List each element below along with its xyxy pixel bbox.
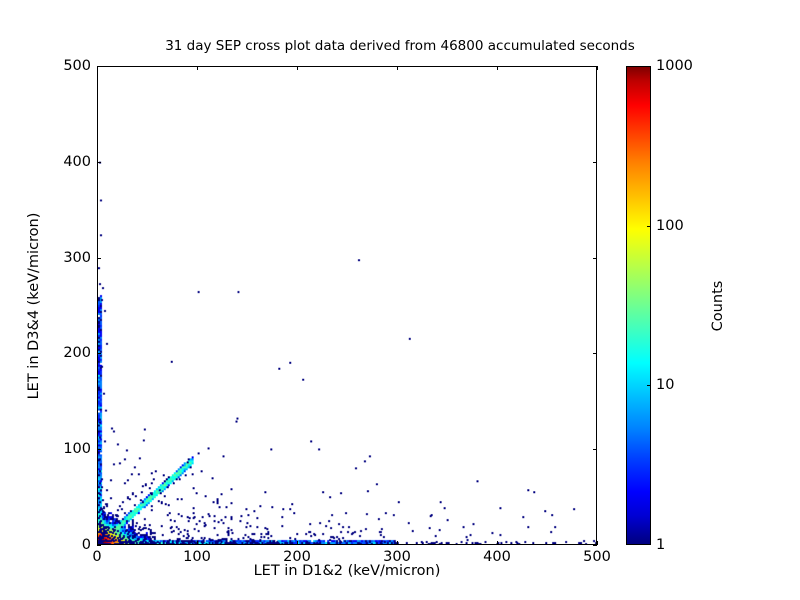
x-tick-label: 300 [383, 549, 411, 565]
y-tick-mark [97, 161, 101, 163]
colorbar [626, 66, 651, 545]
x-tick-mark [197, 541, 198, 545]
colorbar-tick-mark [647, 225, 651, 227]
y-tick-mark [593, 257, 597, 259]
y-tick-mark [97, 66, 101, 67]
x-tick-mark [497, 541, 498, 545]
x-tick-mark [397, 66, 398, 70]
y-tick-mark [97, 449, 101, 451]
y-axis-title: LET in D3&4 (keV/micron) [26, 212, 42, 399]
y-tick-mark [593, 161, 597, 163]
x-axis-title: LET in D1&2 (keV/micron) [253, 563, 441, 579]
x-tick-mark [97, 66, 98, 70]
y-tick-mark [593, 66, 597, 67]
y-tick-mark [593, 449, 597, 451]
x-tick-mark [297, 66, 298, 70]
x-tick-mark [397, 541, 398, 545]
y-tick-label: 0 [81, 537, 91, 553]
y-tick-label: 200 [63, 345, 91, 362]
x-tick-mark [197, 66, 198, 70]
y-tick-mark [593, 353, 597, 355]
x-tick-label: 100 [183, 549, 211, 565]
x-tick-label: 0 [92, 549, 102, 565]
colorbar-tick-label: 1000 [656, 58, 693, 74]
x-tick-label: 500 [583, 549, 611, 565]
y-tick-label: 500 [63, 58, 91, 74]
y-tick-mark [593, 545, 597, 546]
colorbar-tick-mark [647, 385, 651, 387]
y-tick-mark [97, 257, 101, 259]
x-tick-mark [97, 541, 98, 545]
y-tick-label: 400 [63, 153, 91, 170]
x-tick-mark [497, 66, 498, 70]
x-tick-mark [597, 66, 598, 70]
x-tick-mark [597, 541, 598, 545]
colorbar-tick-label: 100 [656, 217, 684, 234]
y-tick-label: 300 [63, 249, 91, 266]
colorbar-tick-label: 10 [656, 377, 675, 394]
plot-title-line-1: 31 day SEP cross plot data derived from … [165, 38, 635, 54]
x-tick-label: 400 [483, 549, 511, 565]
x-tick-label: 200 [283, 549, 311, 565]
scatter-data-layer [98, 67, 596, 544]
y-tick-mark [97, 545, 101, 546]
scatter-plot-axes [97, 66, 597, 545]
x-tick-mark [297, 541, 298, 545]
y-tick-label: 100 [63, 441, 91, 458]
colorbar-tick-label: 1 [656, 537, 666, 553]
y-tick-mark [97, 353, 101, 355]
colorbar-title: Counts [710, 280, 726, 331]
